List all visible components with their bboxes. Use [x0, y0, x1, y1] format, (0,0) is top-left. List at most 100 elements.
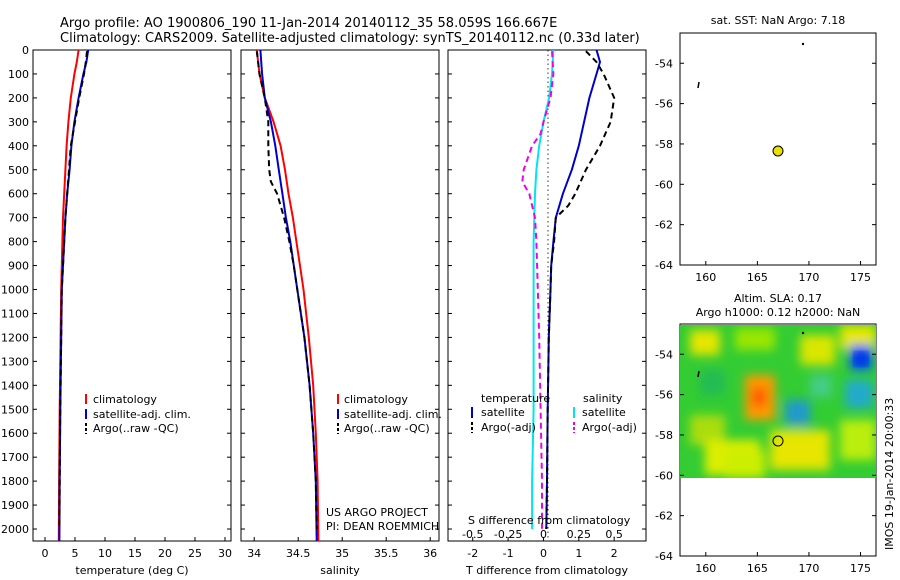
salinity-plot-frame [240, 49, 440, 542]
legend-salinity-title: salinity [583, 392, 623, 405]
temperature-x-tick-label: 10 [98, 547, 112, 560]
depth-tick-label: 1800 [1, 475, 29, 488]
s-difference-tick-label: -0.5 [462, 528, 483, 541]
argo-location-marker-sla [772, 435, 784, 447]
sst-map-title: sat. SST: NaN Argo: 7.18 [711, 14, 845, 27]
salinity-legend: climatology satellite-adj. clim. Argo(..… [326, 393, 442, 533]
sla-map-title-line1: Altim. SLA: 0.17 [734, 292, 822, 305]
depth-tick-label: 1000 [1, 284, 29, 297]
lat-tick-label: -64 [655, 550, 673, 563]
depth-tick-label: 200 [8, 92, 29, 105]
t-difference-x-tick-label: 1 [575, 547, 582, 560]
temperature-legend: climatology satellite-adj. clim. Argo(..… [85, 393, 191, 435]
sst-map-frame [679, 32, 877, 266]
depth-tick-label: 500 [8, 164, 29, 177]
legend-climatology: climatology [93, 393, 157, 406]
temperature-plot-frame [32, 49, 232, 542]
lat-tick-label: -62 [655, 219, 673, 232]
depth-tick-label: 100 [8, 68, 29, 81]
argo-line [255, 51, 318, 530]
depth-tick-label: 2000 [1, 523, 29, 536]
legend-temperature-title: temperature [481, 392, 550, 405]
project-label: US ARGO PROJECT [326, 506, 428, 519]
depth-tick-label: 1100 [1, 307, 29, 320]
salinity-satellite-line [531, 49, 555, 529]
salinity-xlabel: salinity [320, 564, 360, 577]
lat-tick-label: -64 [655, 259, 673, 272]
depth-tick-label: 0 [22, 44, 29, 57]
sla-map-title-line2: Argo h1000: 0.12 h2000: NaN [696, 306, 861, 319]
lat-tick-label: -54 [655, 348, 673, 361]
legend-satellite: satellite-adj. clim. [93, 408, 191, 421]
lat-tick-label: -60 [655, 469, 673, 482]
header-line1: Argo profile: AO 1900806_190 11-Jan-2014… [60, 16, 557, 31]
legend-argo: Argo(..raw -QC) [344, 422, 430, 435]
temperature-x-tick-label: 5 [72, 547, 79, 560]
lon-tick-label: 170 [798, 562, 819, 575]
depth-tick-label: 1500 [1, 403, 29, 416]
lon-tick-label: 160 [695, 562, 716, 575]
t-difference-x-tick-label: 2 [611, 547, 618, 560]
imos-stamp: IMOS 19-Jan-2014 20:00:33 [883, 398, 896, 550]
legend-satellite: satellite-adj. clim. [344, 408, 442, 421]
argo-line [58, 51, 88, 530]
salinity-x-tick-label: 36 [423, 547, 437, 560]
salinity-argo-line [521, 51, 555, 529]
depth-tick-label: 300 [8, 116, 29, 129]
depth-tick-label: 700 [8, 212, 29, 225]
sla-heatmap [680, 325, 876, 478]
legend-argo: Argo(..raw -QC) [93, 422, 179, 435]
s-difference-tick-label: 0 [540, 528, 547, 541]
lon-tick-label: 175 [850, 271, 871, 284]
legend-climatology: climatology [344, 393, 408, 406]
temperature-x-tick-label: 25 [188, 547, 202, 560]
depth-tick-label: 800 [8, 236, 29, 249]
temperature-xlabel: temperature (deg C) [75, 564, 188, 577]
depth-tick-label: 900 [8, 260, 29, 273]
depth-tick-label: 400 [8, 140, 29, 153]
argo-location-marker [772, 145, 784, 157]
t-difference-x-tick-label: -2 [467, 547, 478, 560]
lon-tick-label: 170 [798, 271, 819, 284]
coastline-fragment [801, 42, 805, 46]
salinity-series [255, 49, 320, 542]
lon-tick-label: 165 [747, 271, 768, 284]
temperature-satellite-line [545, 49, 601, 530]
temperature-x-tick-label: 30 [218, 547, 232, 560]
depth-tick-label: 600 [8, 188, 29, 201]
t-difference-x-tick-label: 0 [540, 547, 547, 560]
legend-temp-argo: Argo(-adj) [481, 421, 536, 434]
lon-tick-label: 165 [747, 562, 768, 575]
depth-tick-label: 1300 [1, 355, 29, 368]
difference-legend: temperature salinity satellite Argo(-adj… [468, 392, 637, 527]
salinity-x-tick-label: 35.5 [374, 547, 399, 560]
coastline-fragment [697, 370, 700, 378]
s-difference-tick-label: -0.25 [494, 528, 522, 541]
lon-tick-label: 175 [850, 562, 871, 575]
coastline-fragment [697, 81, 700, 89]
difference-plot-frame [447, 49, 647, 542]
lat-tick-label: -56 [655, 98, 673, 111]
lat-tick-label: -56 [655, 389, 673, 402]
axes-ticks: 0100200300400500600700800900100011001200… [1, 44, 646, 560]
t-difference-x-tick-label: -1 [503, 547, 514, 560]
depth-tick-label: 1900 [1, 499, 29, 512]
s-difference-tick-label: 0.25 [567, 528, 592, 541]
map-axes: -54 -56 -58 -60 -62 -64 160 165 170 175 -54 -56 -58 -… [655, 57, 876, 575]
lat-tick-label: -60 [655, 178, 673, 191]
climatology-line [255, 49, 320, 542]
lat-tick-label: -58 [655, 138, 673, 151]
legend-temp-satellite: satellite [481, 406, 525, 419]
t-difference-xlabel: T difference from climatology [465, 564, 628, 577]
lat-tick-label: -58 [655, 429, 673, 442]
temperature-series [57, 49, 90, 542]
temperature-x-tick-label: 20 [158, 547, 172, 560]
difference-series [521, 49, 616, 530]
coastline-fragment [801, 331, 805, 335]
legend-sal-argo: Argo(-adj) [582, 421, 637, 434]
pi-label: PI: DEAN ROEMMICH [326, 520, 439, 533]
salinity-x-tick-label: 34.5 [286, 547, 311, 560]
lat-tick-label: -62 [655, 510, 673, 523]
depth-tick-label: 1600 [1, 427, 29, 440]
